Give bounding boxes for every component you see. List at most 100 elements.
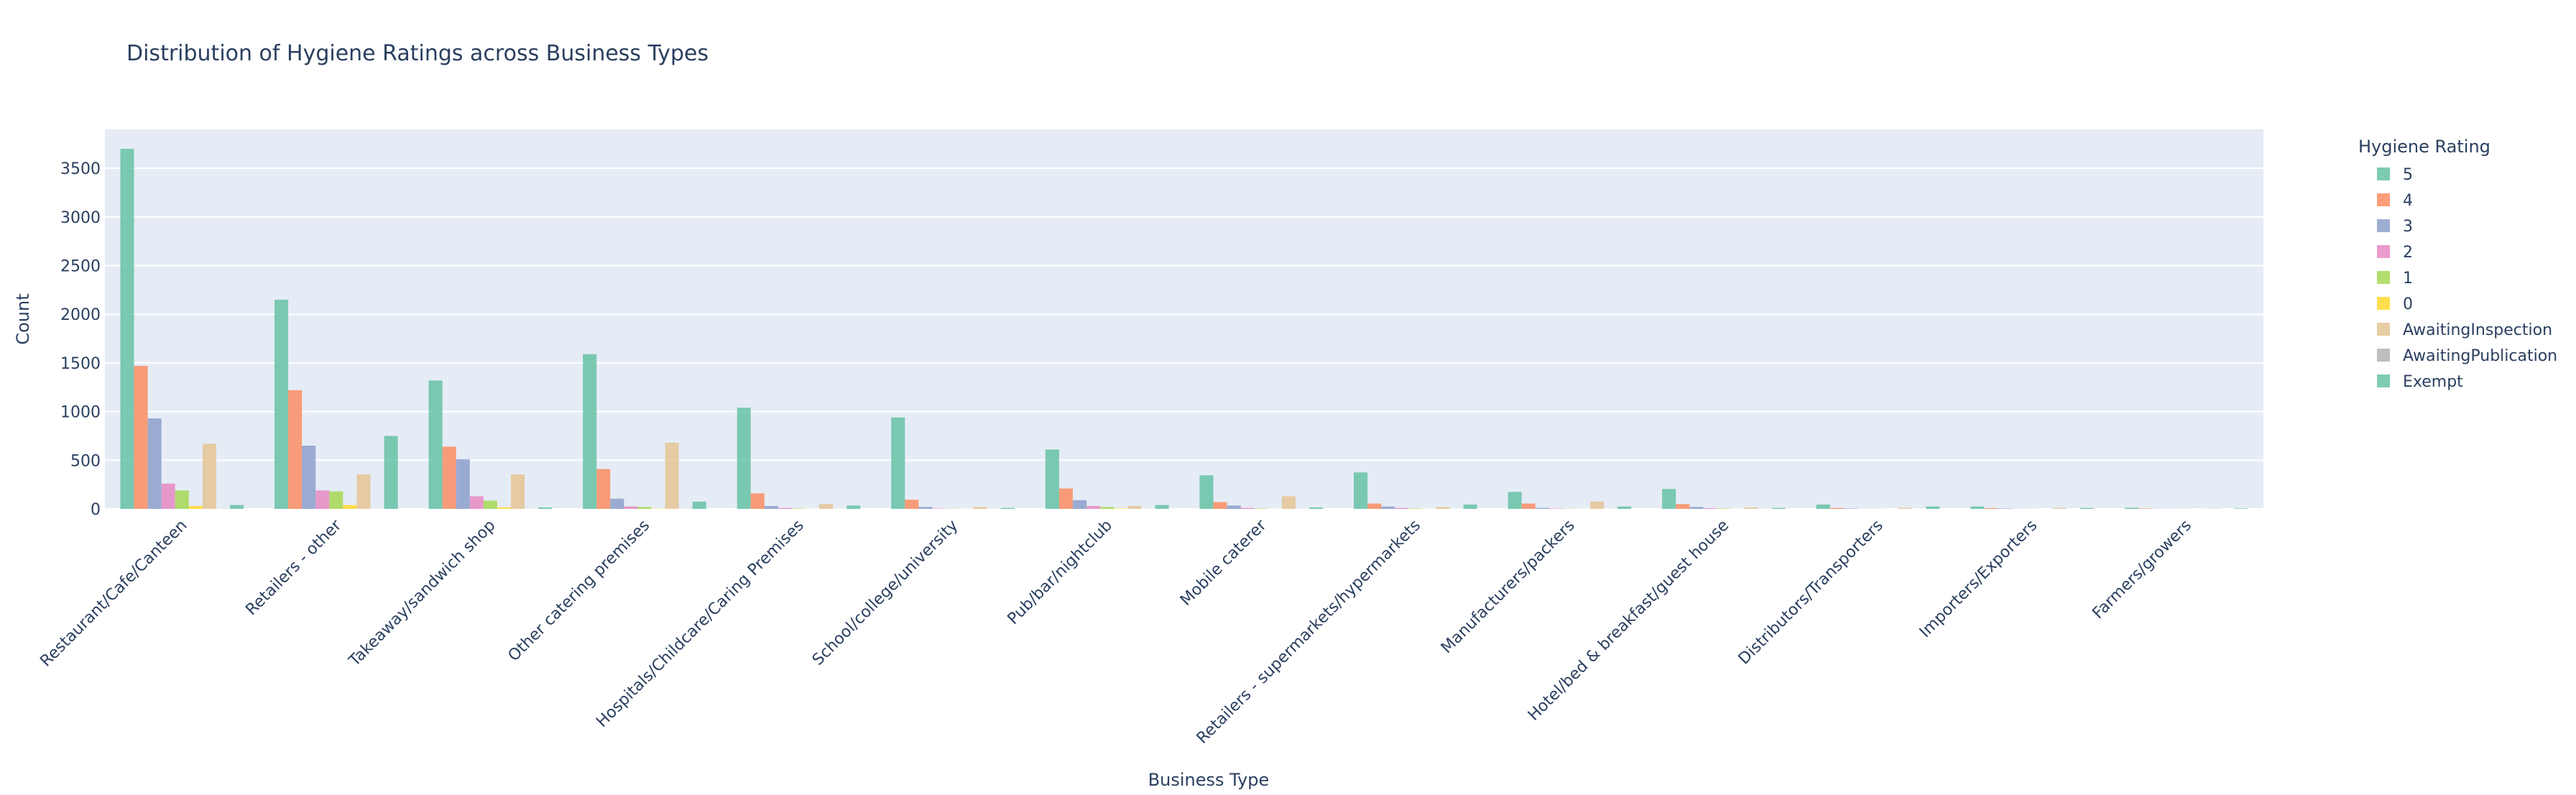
legend-swatch-0 xyxy=(2377,297,2390,310)
legend-label: 3 xyxy=(2403,218,2413,236)
legend-label: Exempt xyxy=(2403,373,2463,391)
bar-2-7 xyxy=(1241,508,1255,509)
bar-2-4 xyxy=(778,508,792,509)
bar-5-12 xyxy=(1970,507,1984,509)
bar-2-2 xyxy=(470,496,484,509)
bar-Exempt-13 xyxy=(2234,508,2248,509)
bar-5-9 xyxy=(1508,492,1522,509)
bar-3-10 xyxy=(1689,507,1703,509)
bar-5-13 xyxy=(2125,507,2138,509)
bar-3-0 xyxy=(148,418,162,509)
bar-5-7 xyxy=(1199,475,1213,509)
bar-2-6 xyxy=(1086,506,1100,509)
bar-5-5 xyxy=(891,418,905,509)
legend-label: 0 xyxy=(2403,295,2413,313)
bar-3-3 xyxy=(610,499,624,509)
y-tick-label: 1500 xyxy=(60,355,101,373)
bar-4-6 xyxy=(1059,489,1073,509)
bar-1-4 xyxy=(792,508,805,509)
bar-1-3 xyxy=(637,507,651,509)
y-tick-label: 2000 xyxy=(60,306,101,324)
legend-swatch-Exempt xyxy=(2377,374,2390,387)
legend-swatch-5 xyxy=(2377,167,2390,180)
bar-AwaitingInspection-11 xyxy=(1898,508,1912,509)
bar-4-12 xyxy=(1984,508,1998,509)
bar-2-3 xyxy=(624,507,637,509)
y-axis-title: Count xyxy=(13,293,33,344)
bar-AwaitingInspection-5 xyxy=(974,507,987,509)
y-tick-label: 3000 xyxy=(60,209,101,227)
bar-AwaitingInspection-9 xyxy=(1590,502,1604,509)
legend-label: AwaitingInspection xyxy=(2403,321,2552,339)
bar-1-8 xyxy=(1408,508,1422,509)
bar-Exempt-11 xyxy=(1926,507,1939,509)
bar-4-5 xyxy=(905,500,918,509)
bar-5-11 xyxy=(1816,505,1830,509)
bar-1-6 xyxy=(1100,507,1114,509)
legend-label: 1 xyxy=(2403,270,2413,288)
bar-3-7 xyxy=(1227,505,1241,509)
bar-2-10 xyxy=(1703,508,1717,509)
bar-AwaitingInspection-0 xyxy=(203,444,216,509)
bar-4-7 xyxy=(1214,502,1227,509)
bar-5-8 xyxy=(1354,472,1367,509)
bar-Exempt-3 xyxy=(693,502,706,509)
bar-4-3 xyxy=(596,469,610,509)
bar-Exempt-5 xyxy=(1001,508,1015,509)
bar-2-9 xyxy=(1549,508,1563,509)
bar-2-1 xyxy=(315,490,329,509)
bar-AwaitingInspection-1 xyxy=(356,474,370,509)
bar-AwaitingInspection-6 xyxy=(1127,506,1141,509)
bar-AwaitingInspection-8 xyxy=(1436,507,1449,509)
bar-1-7 xyxy=(1255,508,1268,509)
bar-4-13 xyxy=(2138,508,2152,509)
legend-swatch-1 xyxy=(2377,271,2390,284)
bar-5-1 xyxy=(274,300,288,509)
bar-3-11 xyxy=(1844,508,1857,509)
y-tick-label: 3500 xyxy=(60,160,101,178)
bar-Exempt-0 xyxy=(230,505,244,509)
legend-swatch-3 xyxy=(2377,219,2390,232)
bar-4-4 xyxy=(751,493,765,509)
bar-5-2 xyxy=(429,380,443,509)
bar-3-2 xyxy=(456,459,470,509)
bar-2-8 xyxy=(1395,508,1408,509)
bar-3-1 xyxy=(302,446,315,509)
bar-3-12 xyxy=(1998,508,2011,509)
bar-AwaitingInspection-2 xyxy=(511,474,525,509)
bar-AwaitingInspection-7 xyxy=(1282,496,1296,509)
bar-2-5 xyxy=(933,508,946,509)
chart-title: Distribution of Hygiene Ratings across B… xyxy=(126,41,708,66)
bar-4-10 xyxy=(1676,504,1689,509)
bar-4-11 xyxy=(1830,508,1844,509)
legend-swatch-AwaitingPublication xyxy=(2377,349,2390,362)
bar-4-2 xyxy=(443,446,456,509)
bar-1-10 xyxy=(1717,508,1730,509)
legend-swatch-AwaitingInspection xyxy=(2377,323,2390,336)
bar-AwaitingInspection-12 xyxy=(2053,508,2067,509)
bar-1-0 xyxy=(175,490,189,509)
bar-5-4 xyxy=(737,408,751,509)
legend-label: 5 xyxy=(2403,166,2413,184)
bar-0-1 xyxy=(343,505,356,509)
bar-3-5 xyxy=(918,507,932,509)
legend-swatch-4 xyxy=(2377,193,2390,206)
bar-4-1 xyxy=(288,390,302,509)
bar-Exempt-6 xyxy=(1155,505,1168,509)
bar-3-6 xyxy=(1073,500,1086,509)
bar-Exempt-12 xyxy=(2080,508,2094,509)
bar-AwaitingInspection-3 xyxy=(665,443,679,509)
bar-3-8 xyxy=(1381,507,1395,509)
bar-5-10 xyxy=(1662,489,1676,509)
bar-1-2 xyxy=(484,500,497,509)
legend-swatch-2 xyxy=(2377,245,2390,258)
bar-0-0 xyxy=(189,506,203,509)
bar-3-9 xyxy=(1536,508,1549,509)
bar-Exempt-7 xyxy=(1309,507,1323,509)
bar-2-0 xyxy=(162,484,175,509)
bar-Exempt-10 xyxy=(1772,508,1786,509)
bar-Exempt-2 xyxy=(538,507,552,509)
bar-5-0 xyxy=(120,149,134,509)
bar-0-2 xyxy=(497,507,511,509)
